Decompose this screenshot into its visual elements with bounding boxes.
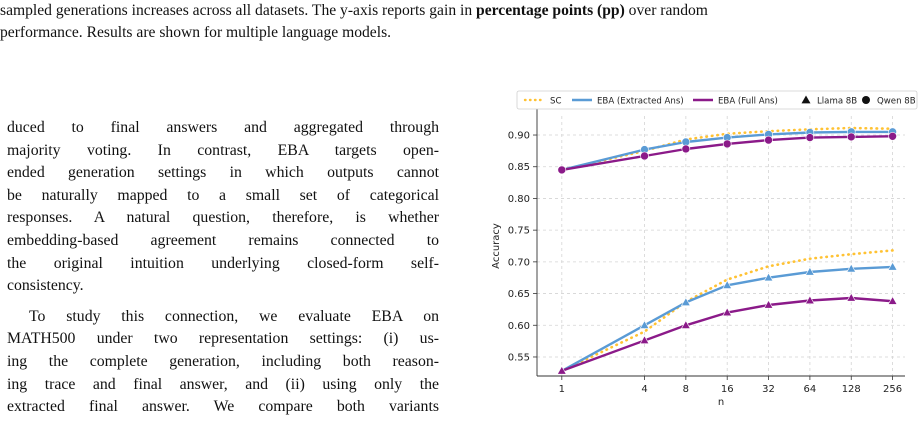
text-line: consistency. xyxy=(7,277,84,295)
circle-marker-icon xyxy=(862,96,870,104)
y-axis-label: Accuracy xyxy=(491,223,502,269)
series-line xyxy=(560,265,894,373)
text-line: ing the complete generation, including b… xyxy=(7,352,439,370)
text-line: the original intuition underlying closed… xyxy=(7,254,439,272)
data-point xyxy=(639,320,650,329)
data-point xyxy=(764,135,773,145)
y-tick-label: 0.70 xyxy=(508,257,530,268)
data-point xyxy=(639,335,650,345)
accuracy-chart: 1 4 8 16 32 64 128 256 0.55 0.60 0.65 0.70 0.75 0.80 0… xyxy=(470,86,921,420)
figure-caption: sampled generations increases across all… xyxy=(0,0,915,44)
paragraph-2: To study this connection, we evaluate EB… xyxy=(7,306,439,419)
legend-label: SC xyxy=(550,96,561,106)
x-tick-label: 4 xyxy=(641,384,647,395)
text-line: responses. A natural question, therefore… xyxy=(7,209,439,227)
accuracy-chart-svg: 1 4 8 16 32 64 128 256 0.55 0.60 0.65 0.70 0.75 0.80 0… xyxy=(491,90,918,408)
data-point xyxy=(680,297,691,306)
y-tick-label: 0.90 xyxy=(508,131,530,142)
data-point xyxy=(722,307,733,317)
data-point xyxy=(763,272,774,282)
data-point xyxy=(556,365,567,375)
data-point xyxy=(640,151,649,161)
data-point xyxy=(805,295,815,305)
y-tick-label: 0.80 xyxy=(508,194,530,205)
data-point xyxy=(722,139,732,149)
legend-label: EBA (Full Ans) xyxy=(718,96,778,106)
series-line xyxy=(560,126,894,172)
legend-label: Qwen 8B xyxy=(877,96,916,106)
data-point xyxy=(681,144,691,154)
text-line: majority voting. In contrast, EBA target… xyxy=(7,141,439,159)
y-tick-label: 0.75 xyxy=(508,226,530,237)
data-point xyxy=(887,295,898,305)
data-point xyxy=(763,299,774,309)
y-tick-label: 0.65 xyxy=(508,289,530,300)
x-tick-label: 16 xyxy=(721,384,734,395)
data-point xyxy=(887,261,898,271)
grid-lines xyxy=(537,116,905,376)
text-line: duced to final answers and aggregated th… xyxy=(7,119,439,136)
caption-line-1: sampled generations increases across all… xyxy=(0,2,708,19)
data-point xyxy=(805,133,815,142)
text-line: embedding-based agreement remains connec… xyxy=(7,231,439,249)
text-line: To study this connection, we evaluate EB… xyxy=(29,307,439,325)
text-line: MATH500 under two representation setting… xyxy=(7,330,439,348)
x-tick-label: 256 xyxy=(883,384,902,395)
x-tick-label: 1 xyxy=(559,384,565,395)
text-line: extracted final answer. We compare both … xyxy=(7,398,439,416)
x-tick-label: 8 xyxy=(683,384,689,395)
series-line xyxy=(560,130,894,172)
data-point xyxy=(846,132,856,142)
series-lines xyxy=(556,126,898,375)
legend-label: EBA (Extracted Ans) xyxy=(597,96,684,106)
caption-line-2: performance. Results are shown for multi… xyxy=(0,24,392,41)
axes: 1 4 8 16 32 64 128 256 0.55 0.60 0.65 0.70 0.75 0.80 0… xyxy=(491,108,905,408)
data-point xyxy=(888,131,897,141)
data-point xyxy=(846,263,857,273)
series-line xyxy=(560,296,894,373)
legend: SC EBA (Extracted Ans) EBA (Full Ans) Llama… xyxy=(516,90,918,110)
y-tick-label: 0.55 xyxy=(508,352,530,363)
data-point xyxy=(722,280,733,289)
legend-label: Llama 8B xyxy=(817,96,857,106)
data-point xyxy=(557,165,567,175)
x-tick-label: 128 xyxy=(842,384,861,395)
data-point xyxy=(805,266,815,276)
y-tick-label: 0.85 xyxy=(508,162,530,173)
series-line xyxy=(560,249,894,373)
data-point xyxy=(680,320,691,329)
body-text: duced to final answers and aggregated th… xyxy=(7,117,439,419)
y-tick-label: 0.60 xyxy=(508,321,530,332)
x-axis-label: n xyxy=(718,397,724,408)
text-line: ing trace and final answer, and (ii) usi… xyxy=(7,375,439,393)
text-line: be naturally mapped to a small set of ca… xyxy=(7,186,439,204)
caption-bold-term: percentage points (pp) xyxy=(476,2,625,19)
text-line: ended generation settings in which outpu… xyxy=(7,164,439,182)
x-tick-label: 64 xyxy=(804,384,817,395)
legend-box xyxy=(516,90,918,110)
data-point xyxy=(846,292,857,302)
series-line xyxy=(560,135,894,172)
x-tick-label: 32 xyxy=(762,384,775,395)
triangle-marker-icon xyxy=(801,95,811,104)
paragraph-1: duced to final answers and aggregated th… xyxy=(7,117,439,298)
